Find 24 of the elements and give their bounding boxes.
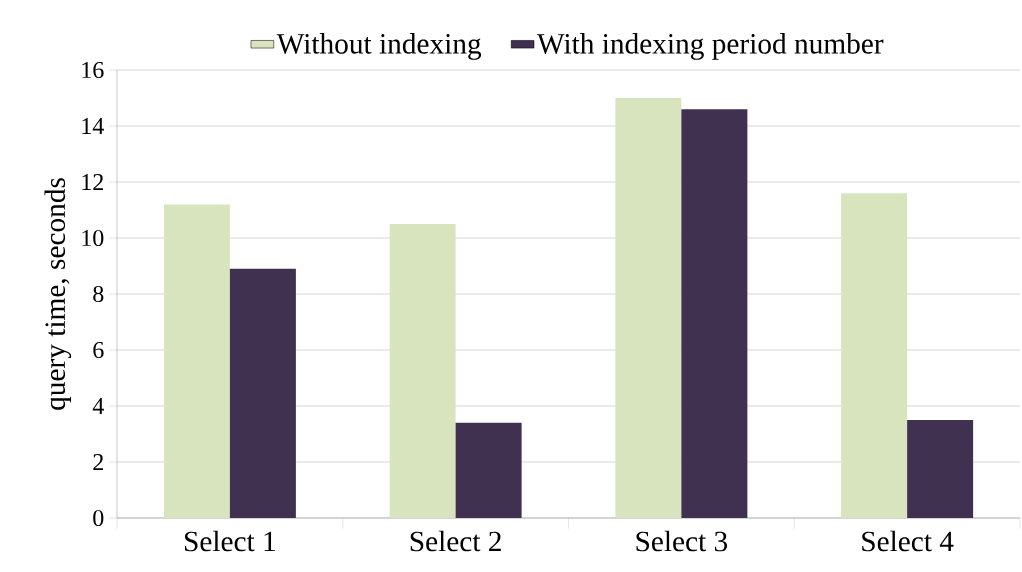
y-tick-label: 4 (92, 398, 104, 414)
bar (389, 224, 456, 518)
y-tick-label: 0 (93, 509, 104, 527)
bar (907, 420, 974, 518)
y-tick-label: 14 (82, 118, 104, 134)
bar (841, 193, 908, 518)
y-tick-label: 16 (82, 61, 104, 79)
y-tick-label: 2 (93, 454, 103, 470)
x-tick-label: Select 4 (862, 530, 954, 552)
y-axis-title: query time, seconds (44, 178, 72, 410)
legend-label: Without indexing (276, 33, 482, 60)
bar (681, 109, 748, 518)
x-tick-label: Select 2 (410, 530, 501, 552)
x-tick-label: Select 3 (636, 530, 728, 552)
y-tick-label: 6 (93, 341, 104, 359)
y-tick-label: 12 (82, 174, 103, 190)
bar (163, 204, 230, 518)
legend-label: With indexing period number (536, 33, 884, 60)
bar (615, 98, 682, 518)
y-tick-label: 10 (82, 229, 104, 247)
bar (229, 268, 296, 518)
y-tick-label: 8 (93, 285, 104, 303)
bar (455, 422, 522, 518)
x-tick-label: Select 1 (185, 530, 275, 552)
